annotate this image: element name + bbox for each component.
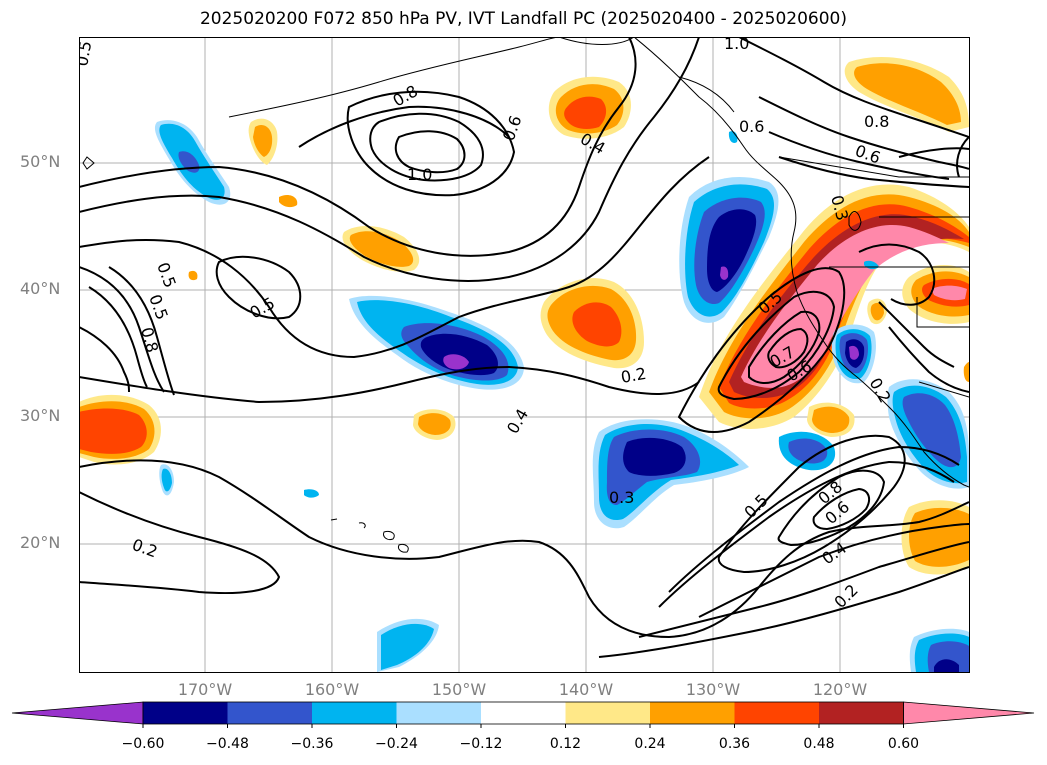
contour-label: 0.5 [145, 292, 172, 322]
contour-label: 0.3 [609, 488, 634, 507]
contour-label: 0.4 [818, 538, 850, 568]
colorbar-cell [396, 702, 482, 724]
lat-label-30n: 30°N [20, 406, 61, 425]
contour-label: 0.6 [499, 113, 526, 143]
contour-label: 0.4 [503, 405, 532, 437]
colorbar-tick-label: −0.24 [375, 736, 418, 752]
colorbar-frame [142, 701, 904, 725]
contour-label: 0.5 [740, 490, 771, 521]
colorbar-cell [650, 702, 735, 724]
pv-contours [79, 37, 969, 658]
colorbar-tick-label: −0.12 [459, 736, 503, 752]
colorbar-cell [143, 702, 228, 724]
map-canvas: 0.5 0.8 1.0 0.6 0.4 0.5 0.5 0.8 0.5 0.2 … [79, 37, 969, 672]
colorbar-tick-label: 0.12 [549, 736, 582, 752]
lon-label-140w: 140°W [558, 680, 614, 699]
lon-label-130w: 130°W [685, 680, 741, 699]
contour-label: 0.8 [864, 112, 889, 131]
lon-label-160w: 160°W [304, 680, 360, 699]
colorbar-tick-label: −0.36 [290, 736, 334, 752]
contour-label: 1.0 [724, 37, 749, 53]
colorbar-tick-label: −0.48 [206, 736, 249, 752]
colorbar-tick-label: 0.24 [634, 736, 666, 752]
lon-label-170w: 170°W [177, 680, 233, 699]
colorbar-tick-label: 0.60 [887, 736, 920, 752]
colorbar-cell [481, 702, 566, 724]
map-panel: 0.5 0.8 1.0 0.6 0.4 0.5 0.5 0.8 0.5 0.2 … [79, 37, 969, 672]
coastlines [82, 37, 969, 553]
contour-label: 0.8 [137, 325, 162, 355]
colorbar-cell [734, 702, 820, 724]
colorbar [11, 701, 1035, 728]
lat-label-50n: 50°N [20, 152, 61, 171]
contour-label: 0.2 [130, 535, 160, 562]
contour-label: 1.0 [407, 165, 432, 184]
contour-label: 0.6 [739, 117, 764, 136]
colorbar-cells [11, 701, 1035, 728]
colorbar-cell [565, 702, 651, 724]
negative-anomalies [154, 120, 969, 672]
map-title: 2025020200 F072 850 hPa PV, IVT Landfall… [199, 9, 847, 29]
contour-label: 0.5 [153, 260, 180, 290]
lat-label-40n: 40°N [20, 279, 61, 298]
contour-label: 0.2 [619, 364, 647, 387]
colorbar-tick-label: 0.36 [718, 736, 751, 752]
contour-label: 0.5 [79, 39, 95, 67]
lat-label-20n: 20°N [20, 533, 61, 552]
colorbar-cell [819, 702, 904, 724]
colorbar-tick-label: −0.60 [121, 736, 165, 752]
colorbar-tick-label: 0.48 [803, 736, 835, 752]
colorbar-extend-min [11, 701, 144, 725]
lon-label-150w: 150°W [431, 680, 487, 699]
colorbar-extend-max [903, 701, 1035, 725]
colorbar-cell [312, 702, 397, 724]
lon-label-120w: 120°W [812, 680, 868, 699]
contour-label: 0.2 [830, 580, 861, 611]
colorbar-cell [227, 702, 313, 724]
